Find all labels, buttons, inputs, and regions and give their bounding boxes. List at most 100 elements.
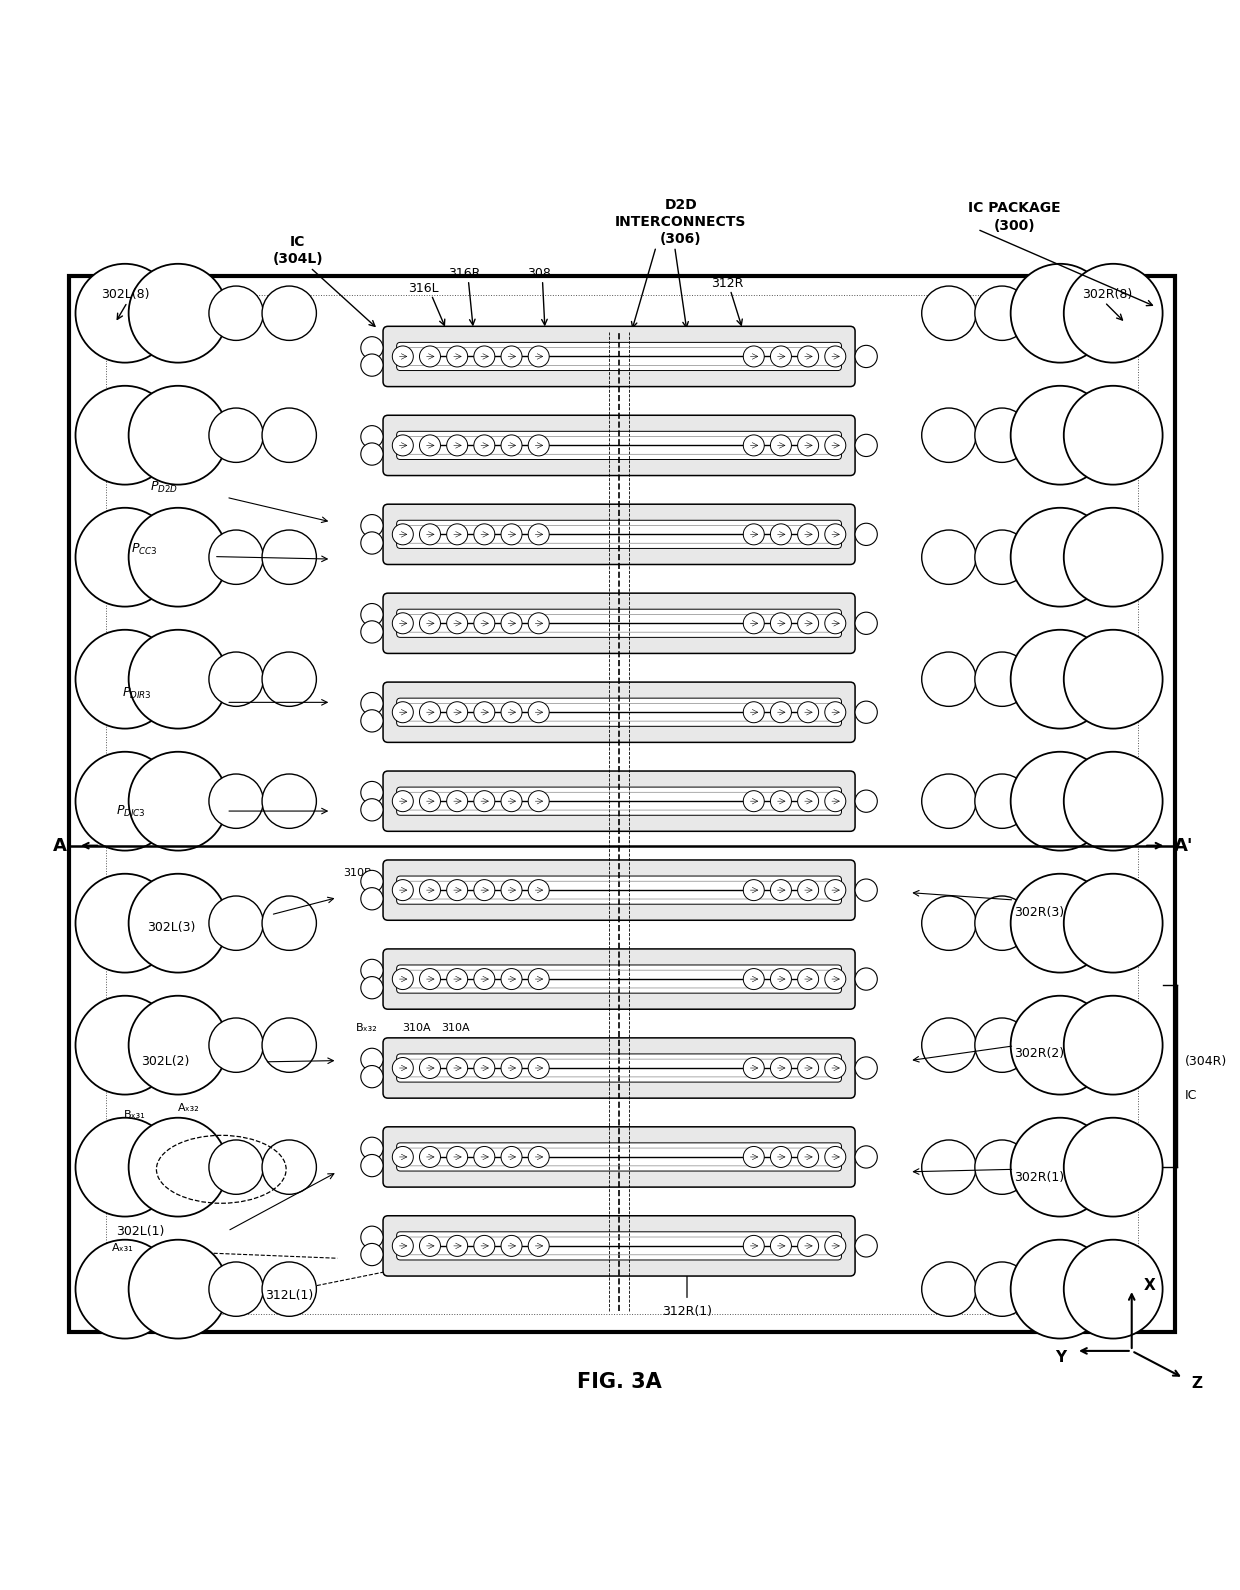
Circle shape: [528, 1146, 549, 1167]
Circle shape: [501, 612, 522, 634]
Circle shape: [361, 693, 383, 714]
Circle shape: [446, 1235, 467, 1256]
Circle shape: [921, 529, 976, 585]
Circle shape: [474, 701, 495, 723]
Text: D2D: D2D: [665, 197, 697, 211]
Circle shape: [262, 1018, 316, 1072]
FancyBboxPatch shape: [383, 504, 856, 564]
Circle shape: [129, 386, 227, 485]
Circle shape: [501, 968, 522, 989]
Circle shape: [921, 286, 976, 340]
Circle shape: [1064, 264, 1163, 363]
FancyBboxPatch shape: [383, 949, 856, 1010]
Circle shape: [825, 612, 846, 634]
Circle shape: [208, 286, 263, 340]
Circle shape: [770, 612, 791, 634]
Circle shape: [797, 523, 818, 545]
Circle shape: [797, 879, 818, 900]
Circle shape: [528, 523, 549, 545]
Circle shape: [392, 1057, 413, 1078]
Circle shape: [528, 612, 549, 634]
Text: Y: Y: [1055, 1350, 1066, 1364]
Circle shape: [129, 995, 227, 1094]
Circle shape: [975, 1018, 1029, 1072]
Circle shape: [419, 347, 440, 367]
Circle shape: [1064, 386, 1163, 485]
Circle shape: [446, 523, 467, 545]
Circle shape: [501, 701, 522, 723]
Circle shape: [975, 897, 1029, 951]
Circle shape: [419, 523, 440, 545]
Text: 316L: 316L: [408, 281, 439, 296]
Circle shape: [856, 701, 878, 723]
FancyBboxPatch shape: [383, 1127, 856, 1188]
Text: $P_{CC3}$: $P_{CC3}$: [131, 542, 157, 556]
Circle shape: [743, 523, 764, 545]
Circle shape: [743, 790, 764, 811]
Circle shape: [770, 968, 791, 989]
Circle shape: [856, 879, 878, 902]
FancyBboxPatch shape: [397, 1143, 842, 1172]
Text: Bₓ₃₁: Bₓ₃₁: [124, 1110, 145, 1119]
Circle shape: [76, 386, 175, 485]
Text: 308: 308: [527, 267, 551, 280]
Text: Bₓ₃₂: Bₓ₃₂: [356, 1024, 378, 1034]
Text: 310A: 310A: [402, 1024, 430, 1034]
Circle shape: [501, 436, 522, 456]
Circle shape: [446, 879, 467, 900]
Circle shape: [446, 1146, 467, 1167]
Circle shape: [770, 790, 791, 811]
Circle shape: [501, 790, 522, 811]
Circle shape: [1064, 507, 1163, 607]
Circle shape: [419, 879, 440, 900]
Circle shape: [825, 790, 846, 811]
Circle shape: [1064, 995, 1163, 1094]
Circle shape: [528, 347, 549, 367]
Circle shape: [743, 347, 764, 367]
Text: 302R(1): 302R(1): [1014, 1172, 1064, 1185]
Text: (304L): (304L): [273, 251, 324, 266]
Text: 302L(3): 302L(3): [148, 921, 196, 933]
Circle shape: [361, 1137, 383, 1159]
FancyBboxPatch shape: [383, 682, 856, 743]
Circle shape: [825, 523, 846, 545]
Text: 302L(1): 302L(1): [117, 1224, 165, 1237]
Circle shape: [921, 652, 976, 706]
Circle shape: [419, 701, 440, 723]
Circle shape: [474, 523, 495, 545]
Text: $P_{DIC3}$: $P_{DIC3}$: [117, 803, 146, 819]
FancyBboxPatch shape: [383, 415, 856, 475]
Circle shape: [361, 1226, 383, 1248]
Circle shape: [361, 781, 383, 803]
Text: IC: IC: [1185, 1089, 1197, 1102]
Circle shape: [975, 529, 1029, 585]
FancyBboxPatch shape: [397, 431, 842, 460]
Circle shape: [392, 968, 413, 989]
FancyBboxPatch shape: [397, 1054, 842, 1083]
FancyBboxPatch shape: [383, 771, 856, 832]
Text: (306): (306): [660, 232, 702, 246]
Circle shape: [361, 337, 383, 359]
Text: INTERCONNECTS: INTERCONNECTS: [615, 215, 746, 229]
Text: A: A: [52, 836, 67, 855]
Circle shape: [1011, 995, 1110, 1094]
Circle shape: [921, 1140, 976, 1194]
Circle shape: [208, 1140, 263, 1194]
Circle shape: [262, 286, 316, 340]
Circle shape: [474, 879, 495, 900]
Circle shape: [770, 701, 791, 723]
Circle shape: [528, 879, 549, 900]
Circle shape: [419, 1235, 440, 1256]
Circle shape: [474, 968, 495, 989]
Circle shape: [743, 701, 764, 723]
Circle shape: [1011, 264, 1110, 363]
Circle shape: [262, 1262, 316, 1317]
Circle shape: [975, 409, 1029, 463]
Circle shape: [1064, 1240, 1163, 1339]
Circle shape: [856, 1057, 878, 1080]
Circle shape: [743, 968, 764, 989]
Circle shape: [856, 434, 878, 456]
Circle shape: [975, 1262, 1029, 1317]
Circle shape: [208, 897, 263, 951]
Circle shape: [825, 968, 846, 989]
